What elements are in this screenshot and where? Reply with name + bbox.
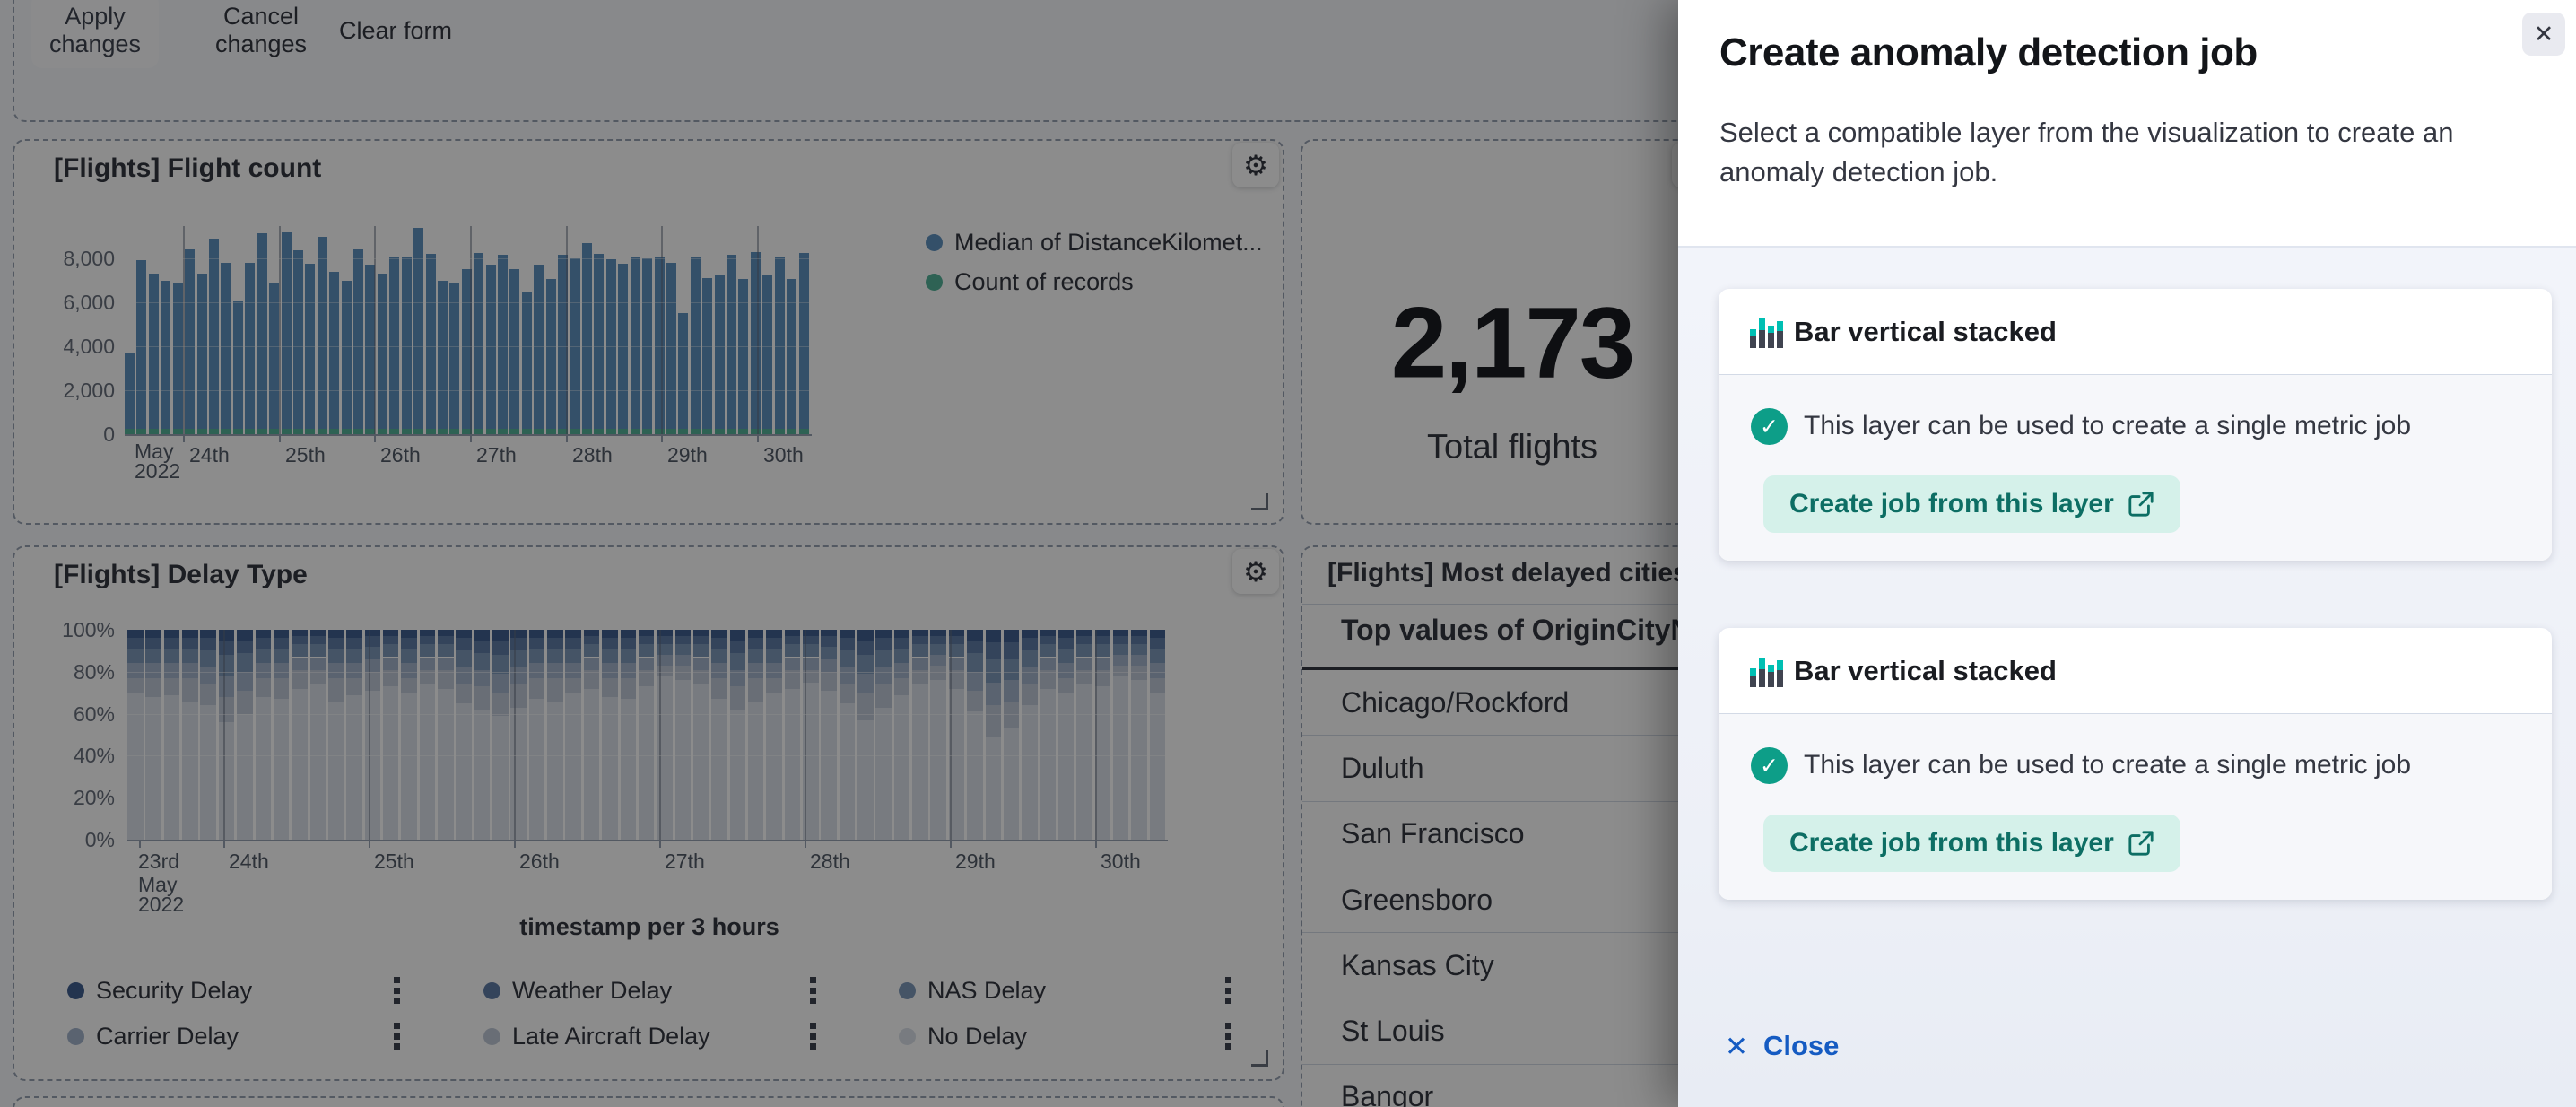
layer-card-1: Bar vertical stacked ✓ This layer can be… [1719,289,2552,561]
close-icon: ✕ [1725,1033,1748,1060]
layer-type-title: Bar vertical stacked [1794,316,2057,348]
close-label: Close [1763,1030,1839,1062]
close-icon: ✕ [2534,21,2554,48]
flyout-title: Create anomaly detection job [1719,31,2258,75]
create-anomaly-job-flyout: ✕ Create anomaly detection job Select a … [1678,0,2576,1107]
layer-type-title: Bar vertical stacked [1794,655,2057,687]
flyout-body: Bar vertical stacked ✓ This layer can be… [1678,248,2576,1107]
check-icon: ✓ [1751,747,1788,784]
card-header: Bar vertical stacked [1719,628,2552,714]
external-link-icon [2128,491,2154,518]
flyout-footer-close-button[interactable]: ✕ Close [1719,1024,1844,1068]
screen: Apply changes Cancel changes Clear form … [0,0,2576,1107]
create-job-button[interactable]: Create job from this layer [1763,475,2180,533]
flyout-description: Select a compatible layer from the visua… [1719,113,2537,192]
bar-vertical-stacked-icon [1750,653,1784,687]
external-link-icon [2128,830,2154,857]
create-job-button-label: Create job from this layer [1789,489,2114,519]
bar-vertical-stacked-icon [1750,314,1784,348]
flyout-close-button[interactable]: ✕ [2522,13,2565,56]
card-body: ✓ This layer can be used to create a sin… [1719,714,2552,900]
create-job-button-label: Create job from this layer [1789,828,2114,859]
card-header: Bar vertical stacked [1719,289,2552,375]
create-job-button[interactable]: Create job from this layer [1763,815,2180,872]
compatibility-text: This layer can be used to create a singl… [1804,750,2411,780]
layer-card-2: Bar vertical stacked ✓ This layer can be… [1719,628,2552,900]
card-body: ✓ This layer can be used to create a sin… [1719,375,2552,561]
check-icon: ✓ [1751,408,1788,445]
compatibility-text: This layer can be used to create a singl… [1804,411,2411,441]
